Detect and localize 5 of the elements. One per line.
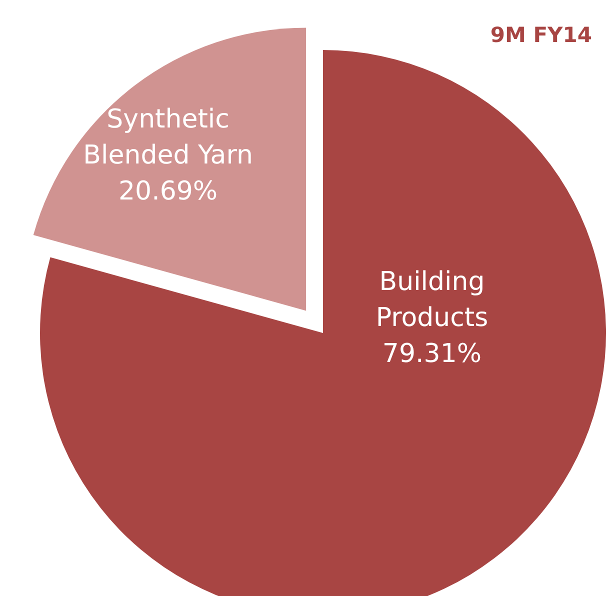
data-label: 20.69%	[118, 176, 218, 207]
data-label: 79.31%	[382, 339, 482, 369]
slice-label: Synthetic Blended Yarn	[83, 104, 253, 171]
slice-label: Building Products	[376, 267, 488, 333]
chart-title: 9M FY14	[490, 23, 592, 47]
